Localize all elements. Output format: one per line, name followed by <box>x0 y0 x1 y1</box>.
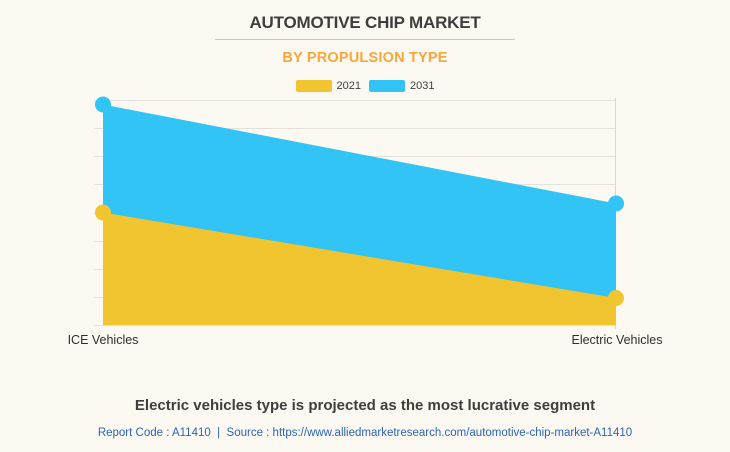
page-title: AUTOMOTIVE CHIP MARKET <box>215 13 515 40</box>
x-axis-label-electric-vehicles: Electric Vehicles <box>571 333 663 347</box>
legend: 2021 2031 <box>0 78 730 94</box>
legend-swatch-2031-icon <box>369 80 405 92</box>
marker-2031-electric-vehicles <box>608 195 624 212</box>
legend-swatch-2021-icon <box>295 80 332 92</box>
footer-report-source-link[interactable]: Report Code : A11410 | Source : https://… <box>97 427 633 439</box>
legend-item-2021[interactable]: 2021 <box>295 80 361 92</box>
legend-label-2031: 2031 <box>410 80 435 92</box>
header: AUTOMOTIVE CHIP MARKET <box>0 13 730 40</box>
marker-2021-electric-vehicles <box>608 290 624 306</box>
legend-item-2031[interactable]: 2031 <box>369 80 434 92</box>
legend-label-2021: 2021 <box>336 80 361 92</box>
marker-2031-ice-vehicles <box>95 96 111 113</box>
area-2021 <box>103 212 616 325</box>
marker-2021-ice-vehicles <box>95 204 111 221</box>
chart-subtitle: BY PROPULSION TYPE <box>282 50 448 66</box>
footer-headline: Electric vehicles type is projected as t… <box>134 397 596 414</box>
x-axis-label-ice-vehicles: ICE Vehicles <box>67 333 139 347</box>
